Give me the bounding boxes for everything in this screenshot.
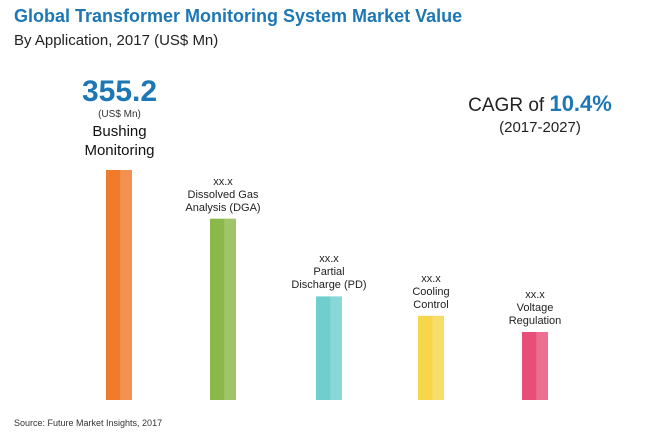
chart-title: Global Transformer Monitoring System Mar… (14, 6, 463, 26)
bar-2 (210, 218, 236, 400)
bar-label-line: Partial (313, 266, 345, 279)
bar-shade-5 (536, 332, 548, 400)
bar-label-5: xx.x Voltage Regulation (475, 289, 595, 328)
highlight-label-line1: Bushing (92, 123, 147, 140)
highlight-label-line2: Monitoring (84, 142, 155, 159)
bar-label-4: xx.x Cooling Control (371, 273, 491, 312)
chart-subtitle: By Application, 2017 (US$ Mn) (14, 32, 219, 49)
cagr-value: 10.4% (549, 91, 612, 116)
bar-shade-1 (120, 170, 132, 400)
bar-shade-4 (432, 315, 444, 400)
bar-label-line: Control (413, 298, 449, 311)
cagr-period: (2017-2027) (499, 119, 581, 136)
bar-label-line: xx.x (421, 272, 441, 285)
bar-label-line: xx.x (319, 253, 339, 266)
bar-shade-2 (224, 218, 236, 400)
highlight-unit: (US$ Mn) (98, 109, 141, 120)
bar-label-3: xx.x Partial Discharge (PD) (269, 253, 389, 292)
bar-label-2: xx.x Dissolved Gas Analysis (DGA) (163, 176, 283, 215)
highlight-value: 355.2 (81, 75, 158, 108)
cagr-prefix: CAGR of (468, 95, 545, 116)
bar-5 (522, 332, 548, 400)
bar-label-line: Voltage (516, 302, 554, 314)
cagr-callout: CAGR of 10.4% (2017-2027) (440, 92, 640, 138)
bar-1 (106, 170, 132, 400)
bar-label-line: xx.x (525, 289, 545, 301)
bar-label-line: Analysis (DGA) (185, 201, 261, 214)
bar-3 (316, 296, 342, 400)
source-note: Source: Future Market Insights, 2017 (14, 418, 163, 428)
bar-label-line: Dissolved Gas (187, 188, 259, 201)
bar-shade-3 (330, 296, 342, 400)
bar-4 (418, 315, 444, 400)
bar-label-line: xx.x (213, 175, 233, 188)
bar-label-line: Cooling (412, 285, 450, 298)
bar-label-line: Discharge (PD) (291, 279, 367, 292)
highlight-callout: 355.2 (US$ Mn) Bushing Monitoring (72, 76, 167, 160)
bar-label-line: Regulation (508, 315, 562, 327)
